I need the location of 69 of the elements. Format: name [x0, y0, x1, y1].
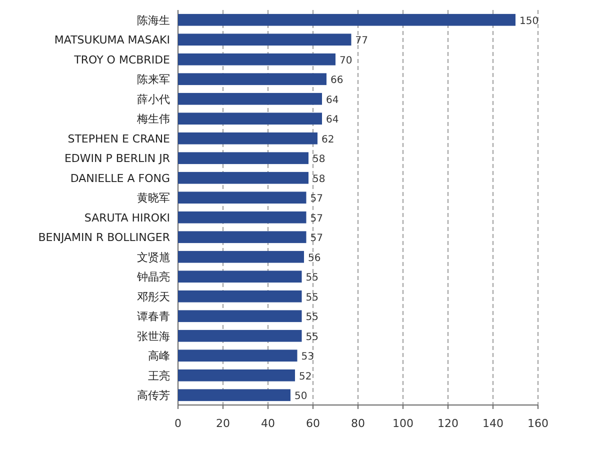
x-tick-label: 0 — [174, 417, 182, 430]
bar — [178, 152, 308, 164]
bar — [178, 172, 308, 184]
data-label: 52 — [299, 371, 312, 382]
data-label: 50 — [294, 391, 308, 402]
bar — [178, 53, 336, 66]
x-tick-label: 100 — [392, 417, 414, 430]
data-label: 66 — [330, 75, 344, 86]
bar — [178, 112, 322, 125]
data-label: 55 — [306, 312, 318, 324]
y-tick-label: BENJAMIN R BOLLINGER — [38, 231, 170, 244]
x-tick-label: 20 — [216, 417, 230, 430]
y-tick-label: 张世海 — [137, 330, 170, 343]
bar — [178, 92, 322, 105]
data-label: 57 — [310, 194, 323, 205]
y-tick-label: 高传芳 — [137, 389, 170, 402]
y-tick-label: 文贤馗 — [137, 250, 170, 264]
bar — [178, 369, 295, 382]
data-label: 58 — [312, 174, 326, 185]
x-tick-label: 60 — [306, 417, 320, 430]
y-tick-label: 黄晓军 — [137, 192, 170, 205]
y-tick-label: 陈海生 — [137, 14, 170, 27]
data-label: 55 — [306, 332, 318, 343]
data-label: 64 — [326, 114, 339, 126]
data-label: 62 — [322, 134, 334, 146]
bar — [178, 250, 304, 263]
y-tick-label: 梅生伟 — [136, 112, 170, 126]
bar — [178, 192, 306, 204]
data-label: 77 — [355, 36, 368, 47]
y-tick-label: 钟晶亮 — [136, 270, 170, 284]
bar — [178, 389, 290, 402]
data-label: 64 — [326, 94, 339, 106]
data-label: 150 — [520, 16, 539, 27]
y-tick-label: 薛小代 — [137, 92, 170, 106]
y-tick-label: 高峰 — [148, 350, 170, 363]
x-tick-label: 160 — [528, 417, 548, 430]
x-tick-label: 140 — [482, 417, 504, 430]
bar — [178, 73, 326, 86]
data-label: 57 — [310, 213, 323, 224]
data-label: 55 — [306, 272, 318, 284]
bar — [178, 34, 352, 46]
x-tick-label: 40 — [261, 417, 275, 430]
y-tick-label: STEPHEN E CRANE — [68, 132, 170, 146]
data-label: 56 — [308, 252, 321, 264]
bar — [178, 310, 302, 322]
bar — [178, 132, 318, 144]
x-tick-label: 120 — [438, 417, 458, 430]
y-tick-label: 邓彤天 — [137, 290, 170, 304]
data-label: 57 — [310, 233, 323, 244]
data-label: 53 — [301, 352, 314, 363]
data-label: 55 — [306, 292, 318, 304]
data-label: 70 — [340, 55, 352, 66]
bar — [178, 290, 302, 302]
y-tick-label: TROY O MCBRIDE — [73, 53, 170, 66]
data-label: 58 — [312, 154, 326, 166]
bar — [178, 211, 306, 224]
y-tick-label: 谭春青 — [137, 310, 170, 324]
y-tick-label: SARUTA HIROKI — [84, 211, 170, 224]
y-tick-label: DANIELLE A FONG — [70, 172, 170, 185]
y-tick-label: MATSUKUMA MASAKI — [54, 34, 170, 47]
bar — [178, 14, 516, 26]
bar — [178, 330, 302, 342]
y-tick-label: 陈来军 — [137, 73, 170, 86]
bar — [178, 231, 306, 244]
y-tick-label: 王亮 — [148, 369, 170, 382]
bar — [178, 350, 298, 362]
bar — [178, 270, 302, 283]
y-tick-label: EDWIN P BERLIN JR — [64, 152, 170, 166]
x-tick-label: 80 — [351, 417, 365, 430]
